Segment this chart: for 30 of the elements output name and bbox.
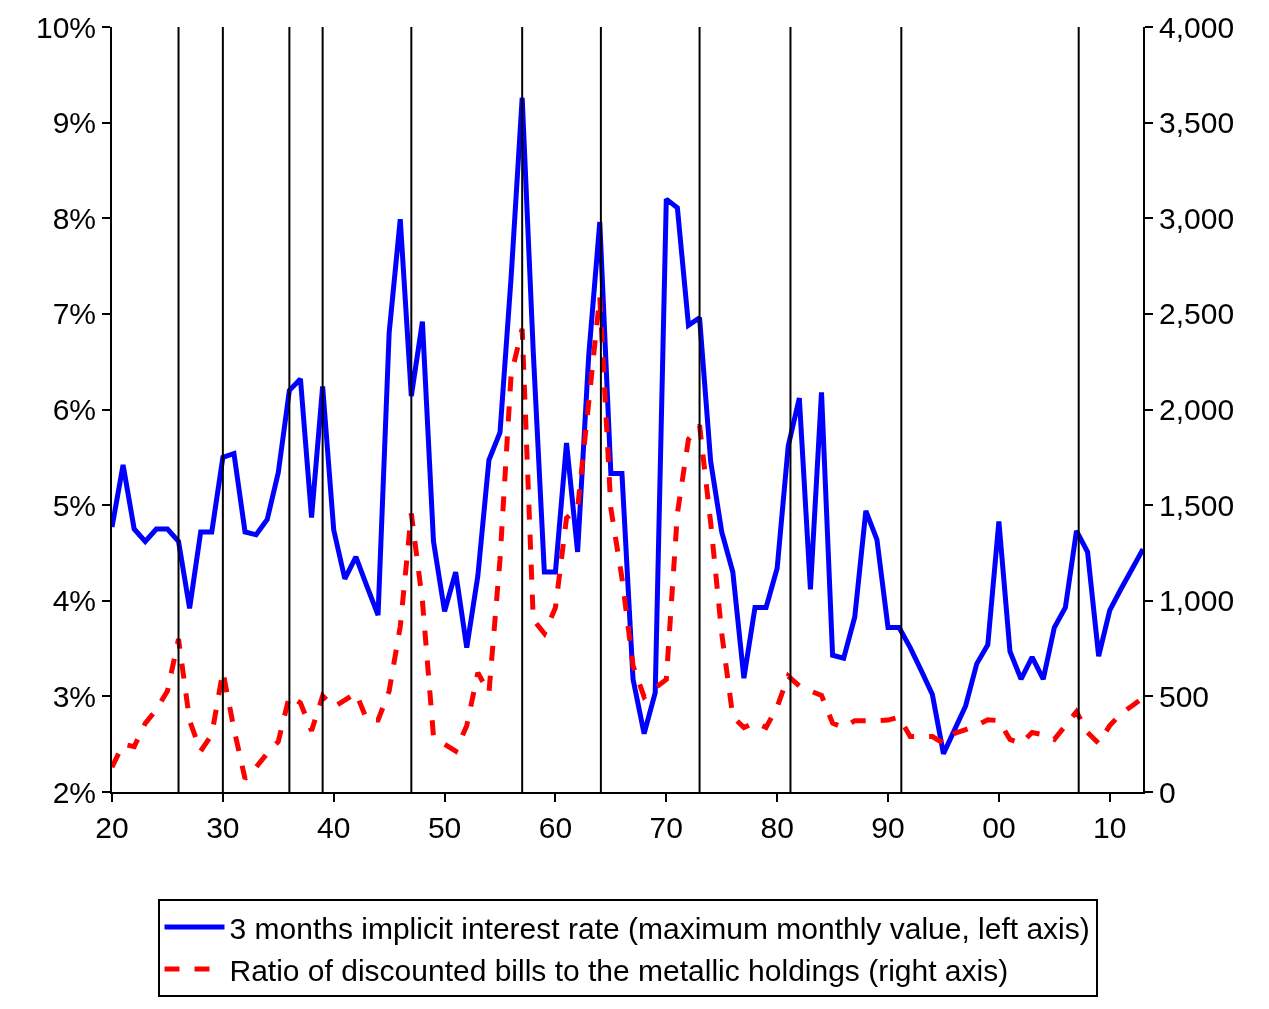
y2-tick-label: 3,000 (1159, 201, 1235, 235)
x-tick-label: 40 (317, 811, 351, 844)
x-tick-label: 80 (760, 811, 794, 844)
y2-tick-label: 2,000 (1159, 393, 1235, 426)
legend-label: 3 months implicit interest rate (maximum monthly value, left axis) (229, 911, 1090, 945)
y2-tick-label: 500 (1159, 679, 1210, 713)
y-tick-label: 8% (52, 201, 96, 235)
y2-tick-label: 3,500 (1159, 106, 1235, 140)
x-tick-label: 70 (649, 811, 683, 844)
y2-tick-label: 1,500 (1159, 488, 1235, 522)
y2-tick-label: 4,000 (1159, 10, 1235, 44)
x-tick-label: 60 (538, 811, 573, 844)
y-tick-label: 3% (52, 679, 96, 713)
x-tick-label: 90 (871, 811, 905, 844)
y2-tick-label: 1,000 (1159, 584, 1235, 618)
y-tick-label: 5% (52, 488, 96, 522)
y-tick-label: 6% (52, 393, 96, 426)
x-tick-label: 30 (206, 811, 240, 844)
y-tick-label: 7% (52, 297, 96, 331)
x-tick-label: 20 (95, 811, 129, 844)
y2-tick-label: 0 (1159, 775, 1176, 809)
y2-tick-label: 2,500 (1159, 297, 1235, 331)
y-tick-label: 9% (52, 106, 96, 140)
y-tick-label: 4% (52, 584, 96, 618)
x-tick-label: 00 (982, 811, 1016, 844)
y-tick-label: 2% (52, 775, 96, 809)
x-tick-label: 10 (1093, 811, 1127, 844)
legend-label: Ratio of discounted bills to the metallic holdings (right axis) (229, 953, 1009, 987)
x-tick-label: 50 (427, 811, 462, 844)
y-tick-label: 10% (35, 10, 96, 44)
